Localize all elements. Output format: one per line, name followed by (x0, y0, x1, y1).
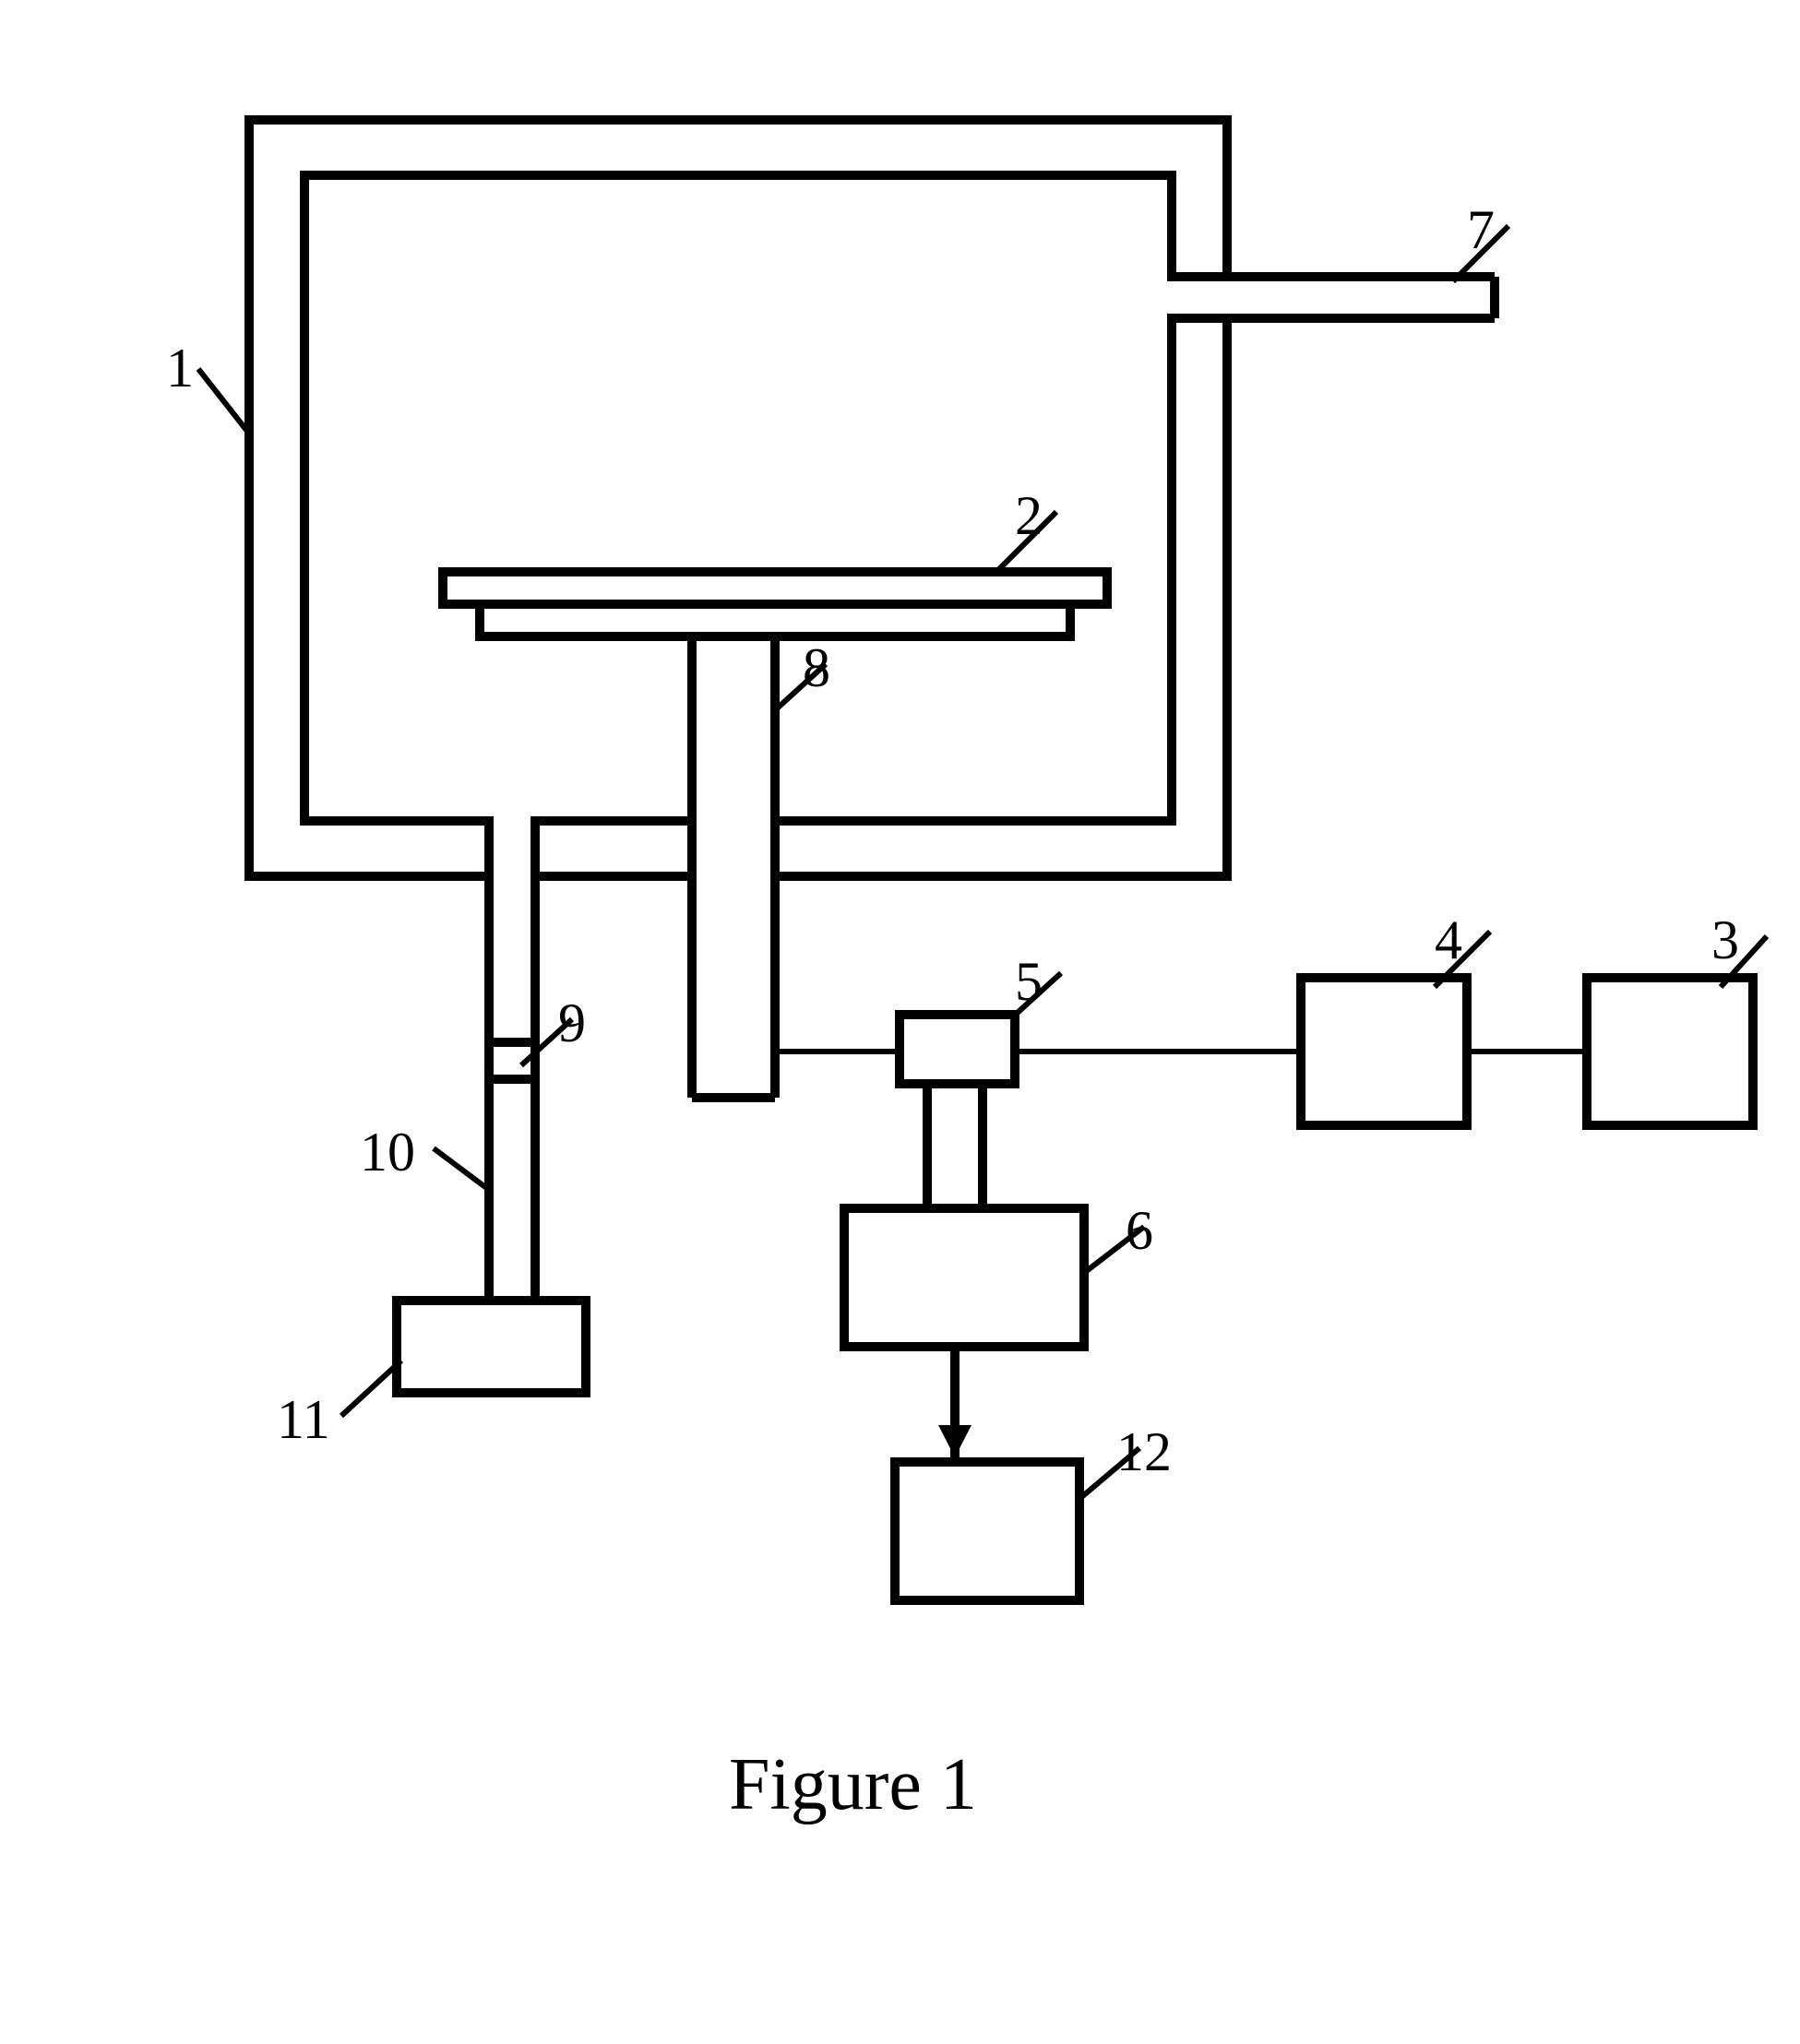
label-5: 5 (1015, 950, 1043, 1014)
label-9: 9 (558, 992, 586, 1055)
label-8: 8 (803, 636, 830, 700)
label-11: 11 (277, 1388, 330, 1452)
label-1: 1 (166, 337, 194, 400)
label-2: 2 (1015, 484, 1043, 548)
label-10: 10 (360, 1121, 415, 1184)
label-7: 7 (1467, 198, 1495, 262)
figure-caption: Figure 1 (729, 1743, 977, 1827)
label-3: 3 (1711, 909, 1739, 972)
diagram-canvas: 1 2 3 4 5 6 7 8 9 10 11 12 Figure 1 (0, 0, 1800, 2044)
label-4: 4 (1435, 909, 1462, 972)
schematic-svg (0, 0, 1800, 2044)
label-6: 6 (1126, 1199, 1153, 1263)
label-12: 12 (1116, 1420, 1172, 1484)
